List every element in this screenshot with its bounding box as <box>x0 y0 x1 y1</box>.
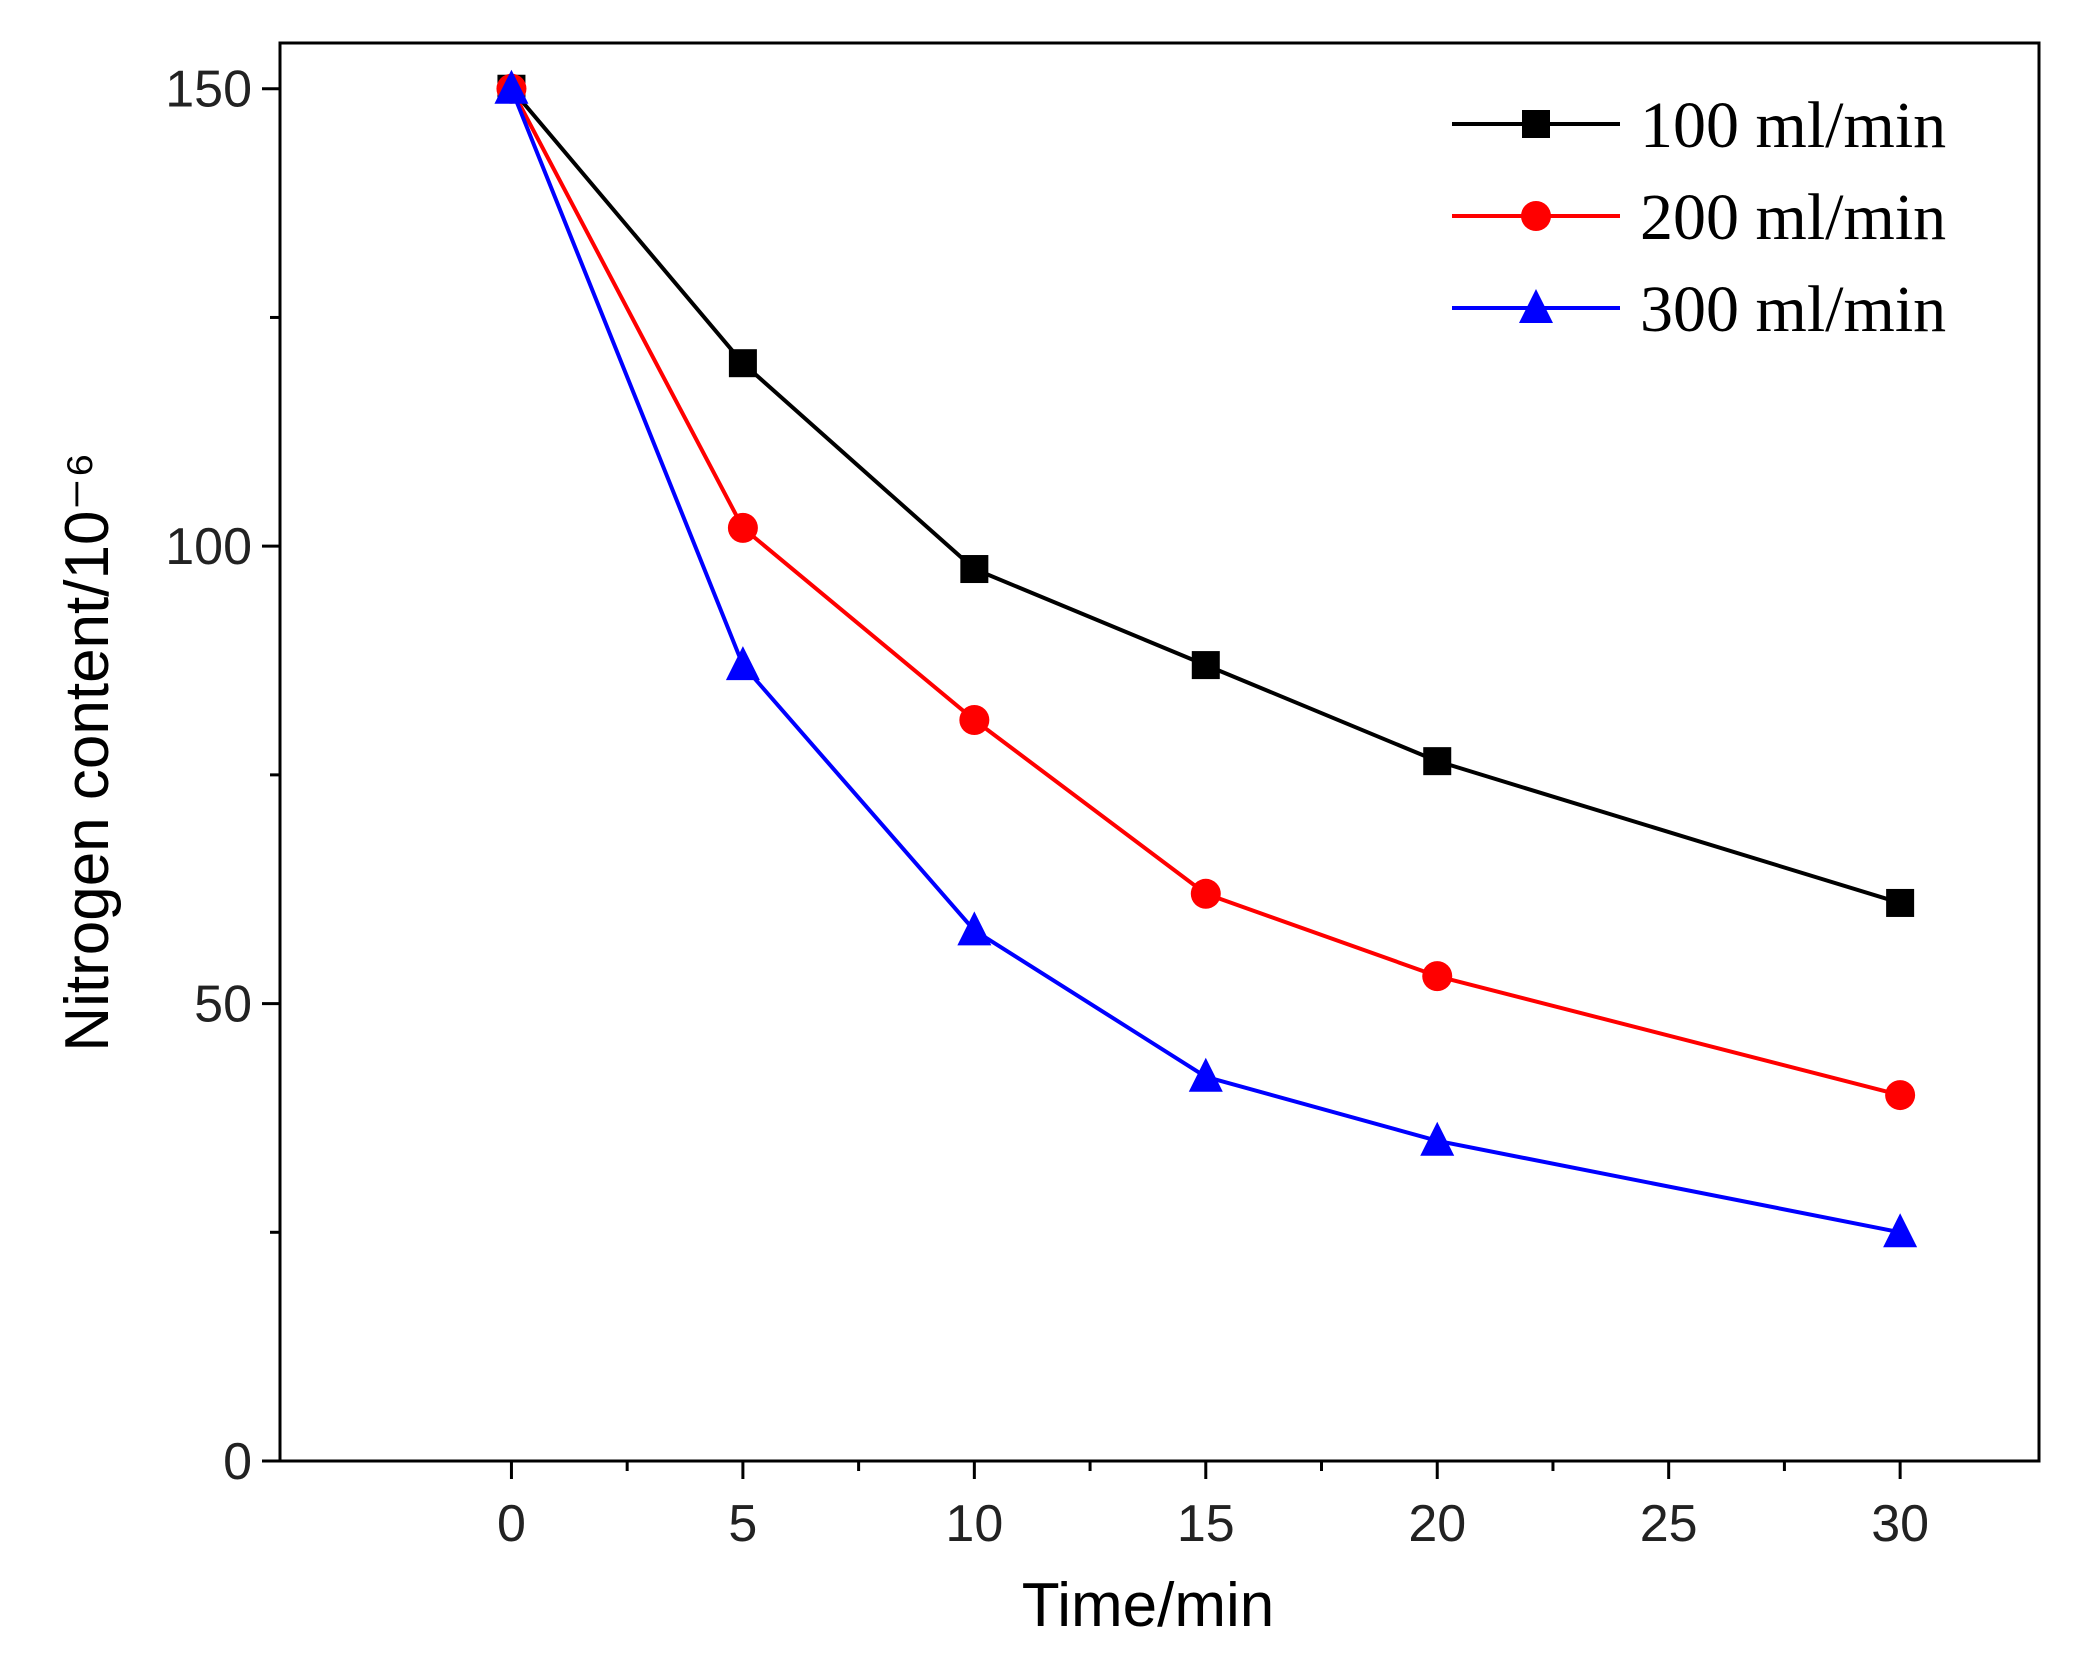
plot-frame <box>278 41 2041 1463</box>
series-3-point-3 <box>1188 1057 1223 1092</box>
x-tick-label-15: 15 <box>1177 1495 1235 1553</box>
series-2-point-5 <box>1885 1080 1916 1111</box>
legend-label-2: 200 ml/min <box>1640 181 1946 254</box>
series-3-point-5 <box>1883 1213 1918 1248</box>
series-1-point-1 <box>728 349 757 378</box>
series-3-line <box>509 87 1901 1235</box>
x-tick-label-5: 5 <box>728 1495 757 1553</box>
series-3-point-1 <box>725 646 760 681</box>
series-1-point-3 <box>1191 651 1220 680</box>
x-tick-label-10: 10 <box>945 1495 1003 1553</box>
series-1-point-4 <box>1423 747 1452 776</box>
y-tick-label-0: 0 <box>223 1433 252 1491</box>
x-tick-label-20: 20 <box>1408 1495 1466 1553</box>
x-tick-label-0: 0 <box>497 1495 526 1553</box>
y-tick-label-100: 100 <box>165 518 252 576</box>
series-3-point-0 <box>494 69 529 104</box>
series-3 <box>494 69 1918 1248</box>
axis-ticks: 0 5 10 15 20 25 30 0 50 100 150 <box>165 61 1929 1553</box>
x-tick-label-25: 25 <box>1640 1495 1698 1553</box>
series-3-point-2 <box>957 911 992 946</box>
series-1-line <box>509 87 1901 905</box>
y-axis-title: Nitrogen content/10⁻⁶ <box>53 452 122 1051</box>
x-tick-label-30: 30 <box>1871 1495 1929 1553</box>
legend-marker-1 <box>1522 110 1550 138</box>
y-tick-label-150: 150 <box>165 61 252 119</box>
legend-marker-3 <box>1519 289 1553 323</box>
series-3-point-4 <box>1420 1121 1455 1156</box>
series-2-point-4 <box>1422 961 1453 992</box>
legend-label-1: 100 ml/min <box>1640 89 1946 162</box>
series-2-point-3 <box>1190 878 1221 909</box>
series-2-line <box>509 87 1901 1098</box>
y-tick-label-50: 50 <box>194 976 252 1034</box>
legend-label-3: 300 ml/min <box>1640 273 1946 346</box>
series-2-point-2 <box>959 704 990 735</box>
series-1-point-5 <box>1886 888 1915 917</box>
x-axis-title: Time/min <box>1022 1571 1275 1640</box>
series-layer <box>494 69 1918 1248</box>
legend-marker-2 <box>1521 201 1551 231</box>
legend: 100 ml/min 200 ml/min 300 ml/min <box>1452 89 1946 346</box>
series-1-point-2 <box>960 555 989 584</box>
series-2-point-1 <box>727 512 758 543</box>
